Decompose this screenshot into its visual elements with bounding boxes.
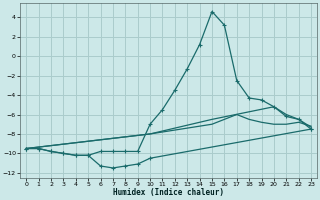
X-axis label: Humidex (Indice chaleur): Humidex (Indice chaleur) — [113, 188, 224, 197]
